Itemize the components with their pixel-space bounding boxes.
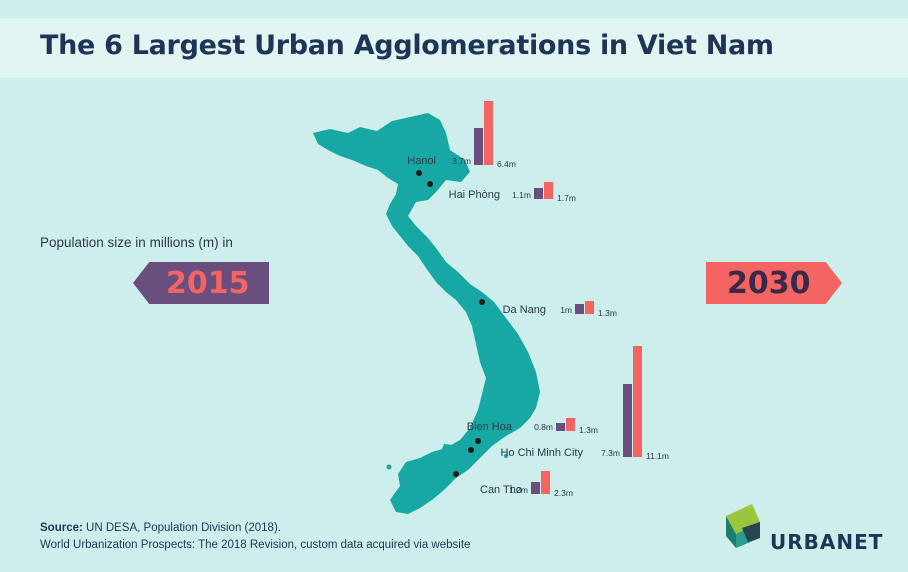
- value-2030-ho-chi-minh-city: 11.1m: [646, 451, 669, 461]
- source-line-2: World Urbanization Prospects: The 2018 R…: [40, 539, 471, 551]
- city-label-hanoi: Hanoi: [407, 155, 436, 167]
- city-dot-bien-hoa: [475, 438, 481, 444]
- title-band: [0, 18, 908, 78]
- year-2015-label: 2015: [166, 266, 250, 301]
- bar-2015-ho-chi-minh-city: [623, 384, 632, 457]
- bar-2015-bien-hoa: [556, 423, 565, 431]
- page-title: The 6 Largest Urban Agglomerations in Vi…: [40, 30, 774, 61]
- bar-2015-can-tho: [531, 482, 540, 494]
- value-2015-bien-hoa: 0.8m: [534, 422, 553, 432]
- year-2030-label: 2030: [727, 266, 811, 301]
- bar-2015-da-nang: [575, 304, 584, 314]
- source-note: Source: UN DESA, Population Division (20…: [40, 520, 470, 554]
- city-dot-ho-chi-minh-city: [468, 447, 474, 453]
- city-dot-hai-phong: [427, 181, 433, 187]
- city-dot-can-tho: [453, 471, 459, 477]
- city-label-bien-hoa: Bien Hoa: [467, 421, 513, 433]
- value-2015-hanoi: 3.7m: [452, 156, 471, 166]
- value-2030-da-nang: 1.3m: [598, 308, 617, 318]
- year-2015-arrow: [133, 262, 269, 304]
- value-2015-hai-phong: 1.1m: [512, 190, 531, 200]
- bar-2030-hanoi: [484, 101, 493, 165]
- population-label: Population size in millions (m) in: [40, 235, 233, 250]
- value-2015-ho-chi-minh-city: 7.3m: [601, 448, 620, 458]
- bar-2015-hanoi: [474, 128, 483, 165]
- urbanet-logo-text: URBANET: [770, 530, 884, 554]
- value-2030-bien-hoa: 1.3m: [579, 425, 598, 435]
- city-dot-hanoi: [416, 170, 422, 176]
- island-dot: [504, 454, 508, 458]
- year-2030-arrow: [706, 262, 842, 304]
- bars-layer: Hanoi 3.7m 6.4m Hai Phòng 1.1m 1.7m Da Nang 1m 1…: [407, 101, 669, 498]
- city-label-hai-phong: Hai Phòng: [449, 189, 500, 201]
- urbanet-logo-icon: [726, 504, 760, 548]
- bar-2030-da-nang: [585, 301, 594, 314]
- vietnam-map: [313, 113, 540, 514]
- bar-2030-hai-phong: [544, 182, 553, 199]
- source-text: UN DESA, Population Division (2018).: [86, 522, 281, 534]
- bar-2030-ho-chi-minh-city: [633, 346, 642, 457]
- value-2030-hai-phong: 1.7m: [557, 193, 576, 203]
- bar-2030-can-tho: [541, 471, 550, 494]
- city-label-ho-chi-minh-city: Ho Chi Minh City: [500, 447, 583, 459]
- city-label-da-nang: Da Nang: [503, 304, 546, 316]
- value-2030-can-tho: 2.3m: [554, 488, 573, 498]
- source-label: Source:: [40, 522, 83, 534]
- bar-2030-bien-hoa: [566, 418, 575, 431]
- value-2030-hanoi: 6.4m: [497, 159, 516, 169]
- value-2015-da-nang: 1m: [560, 305, 572, 315]
- value-2015-can-tho: 1.2m: [509, 485, 528, 495]
- city-dot-da-nang: [479, 299, 485, 305]
- bar-2015-hai-phong: [534, 188, 543, 199]
- island-dot: [386, 464, 392, 470]
- vietnam-map-south-tip: [440, 444, 470, 466]
- city-label-can-tho: Can Tho: [480, 484, 522, 496]
